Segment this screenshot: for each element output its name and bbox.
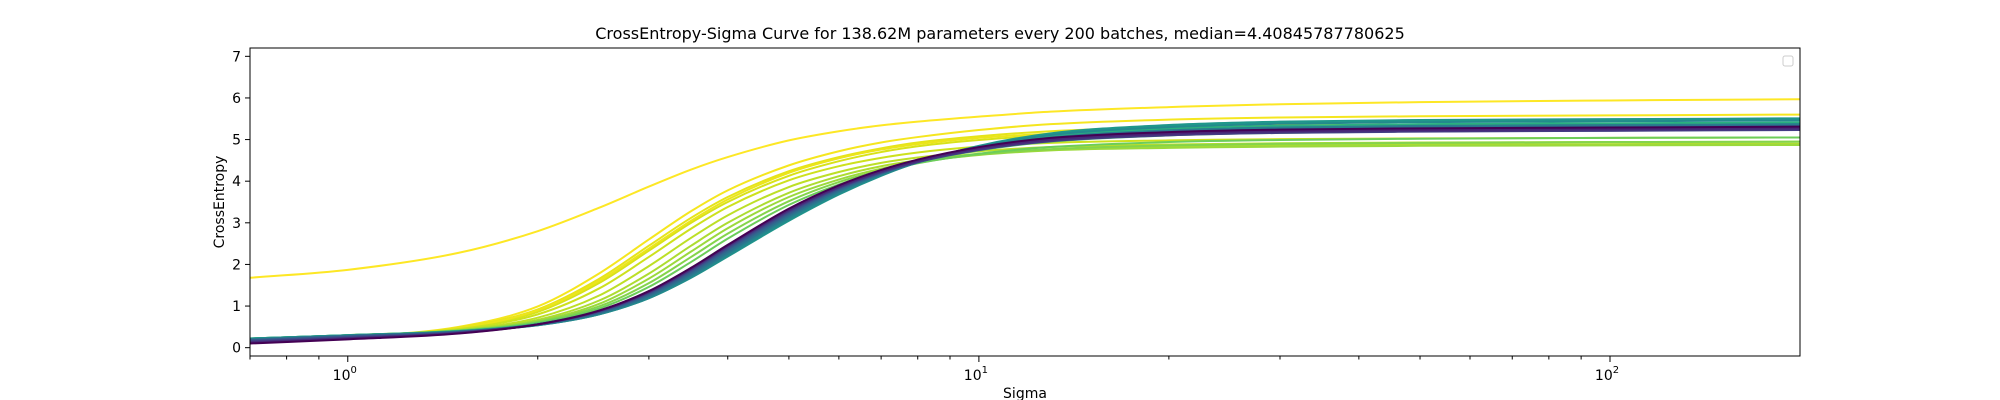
series-line-1 (249, 113, 1801, 343)
y-tick-label-1: 1 (232, 299, 241, 315)
x-axis-label: Sigma (1003, 386, 1047, 400)
series-line-24 (249, 125, 1801, 345)
chart-title: CrossEntropy-Sigma Curve for 138.62M par… (595, 24, 1405, 43)
y-tick-label-3: 3 (232, 216, 241, 232)
y-tick-label-7: 7 (232, 49, 241, 65)
y-tick-label-0: 0 (232, 341, 241, 357)
y-tick-label-5: 5 (232, 133, 241, 149)
series-line-7 (249, 142, 1801, 341)
y-axis-label: CrossEntropy (212, 156, 228, 249)
y-tick-label-4: 4 (232, 174, 241, 190)
plot-area (249, 98, 1801, 345)
series-line-0 (249, 98, 1801, 279)
y-tick-label-6: 6 (232, 91, 241, 107)
y-tick-label-2: 2 (232, 257, 241, 273)
axes-frame (249, 47, 1801, 357)
legend-box (1782, 55, 1794, 67)
